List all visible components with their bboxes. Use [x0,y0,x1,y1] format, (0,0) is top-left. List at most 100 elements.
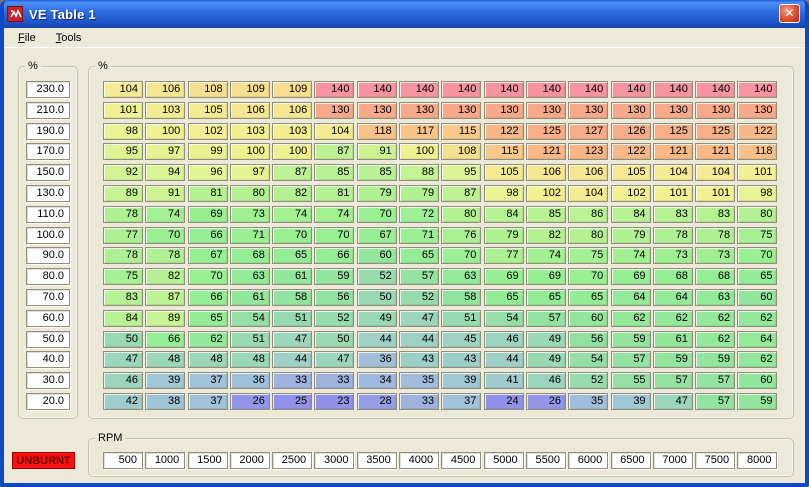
rpm-axis-value[interactable]: 5500 [525,452,566,469]
ve-cell[interactable]: 26 [229,392,270,410]
ve-cell[interactable]: 130 [356,101,397,119]
ve-cell[interactable]: 80 [441,205,482,223]
ve-cell[interactable]: 140 [525,81,566,98]
ve-cell[interactable]: 69 [187,205,228,223]
ve-cell[interactable]: 67 [356,226,397,244]
ve-cell[interactable]: 66 [187,288,228,306]
ve-cell[interactable]: 43 [399,351,440,369]
ve-cell[interactable]: 51 [229,330,270,348]
ve-cell[interactable]: 130 [737,101,778,119]
ve-cell[interactable]: 55 [610,372,651,390]
ve-cell[interactable]: 74 [610,247,651,265]
ve-cell[interactable]: 102 [187,122,228,140]
ve-cell[interactable]: 101 [652,184,693,202]
ve-cell[interactable]: 97 [229,164,270,182]
ve-cell[interactable]: 45 [441,330,482,348]
ve-cell[interactable]: 96 [187,164,228,182]
ve-cell[interactable]: 80 [568,226,609,244]
ve-cell[interactable]: 34 [356,372,397,390]
ve-cell[interactable]: 87 [272,164,313,182]
ve-cell[interactable]: 35 [399,372,440,390]
ve-cell[interactable]: 70 [145,226,186,244]
ve-cell[interactable]: 130 [483,101,524,119]
ve-cell[interactable]: 52 [314,309,355,327]
ve-cell[interactable]: 103 [145,101,186,119]
ve-cell[interactable]: 68 [695,268,736,286]
ve-cell[interactable]: 60 [568,309,609,327]
ve-cell[interactable]: 44 [399,330,440,348]
ve-cell[interactable]: 52 [568,372,609,390]
ve-cell[interactable]: 65 [568,288,609,306]
ve-cell[interactable]: 104 [652,164,693,182]
ve-cell[interactable]: 47 [652,392,693,410]
ve-cell[interactable]: 50 [103,330,143,348]
ve-cell[interactable]: 87 [145,288,186,306]
ve-cell[interactable]: 46 [525,372,566,390]
ve-cell[interactable]: 66 [314,247,355,265]
ve-cell[interactable]: 130 [610,101,651,119]
map-axis-value[interactable]: 50.0 [26,330,70,348]
ve-cell[interactable]: 33 [399,392,440,410]
ve-cell[interactable]: 44 [356,330,397,348]
ve-cell[interactable]: 75 [737,226,778,244]
ve-cell[interactable]: 85 [525,205,566,223]
ve-cell[interactable]: 62 [187,330,228,348]
ve-cell[interactable]: 130 [314,101,355,119]
ve-cell[interactable]: 87 [441,184,482,202]
ve-cell[interactable]: 84 [103,309,143,327]
ve-cell[interactable]: 115 [441,122,482,140]
ve-cell[interactable]: 118 [356,122,397,140]
ve-cell[interactable]: 140 [737,81,778,98]
ve-cell[interactable]: 80 [229,184,270,202]
rpm-axis-value[interactable]: 4000 [399,452,440,469]
ve-cell[interactable]: 59 [652,351,693,369]
ve-cell[interactable]: 74 [314,205,355,223]
ve-cell[interactable]: 54 [568,351,609,369]
ve-cell[interactable]: 104 [314,122,355,140]
ve-cell[interactable]: 95 [103,143,143,161]
ve-cell[interactable]: 77 [483,247,524,265]
ve-cell[interactable]: 130 [695,101,736,119]
ve-cell[interactable]: 101 [737,164,778,182]
ve-cell[interactable]: 67 [187,247,228,265]
ve-cell[interactable]: 79 [356,184,397,202]
ve-cell[interactable]: 105 [483,164,524,182]
ve-cell[interactable]: 140 [399,81,440,98]
ve-cell[interactable]: 65 [187,309,228,327]
ve-cell[interactable]: 98 [103,122,143,140]
map-axis-value[interactable]: 150.0 [26,164,70,182]
ve-cell[interactable]: 106 [229,101,270,119]
ve-cell[interactable]: 54 [483,309,524,327]
ve-cell[interactable]: 44 [483,351,524,369]
ve-cell[interactable]: 71 [399,226,440,244]
ve-cell[interactable]: 37 [187,372,228,390]
ve-cell[interactable]: 39 [145,372,186,390]
ve-cell[interactable]: 63 [229,268,270,286]
ve-cell[interactable]: 44 [272,351,313,369]
ve-cell[interactable]: 121 [695,143,736,161]
ve-cell[interactable]: 99 [187,143,228,161]
map-axis-value[interactable]: 70.0 [26,288,70,306]
ve-cell[interactable]: 57 [695,392,736,410]
ve-cell[interactable]: 74 [145,205,186,223]
ve-cell[interactable]: 64 [652,288,693,306]
ve-cell[interactable]: 103 [272,122,313,140]
ve-cell[interactable]: 70 [272,226,313,244]
ve-cell[interactable]: 60 [356,247,397,265]
ve-cell[interactable]: 62 [737,309,778,327]
ve-cell[interactable]: 86 [568,205,609,223]
ve-cell[interactable]: 78 [103,247,143,265]
ve-cell[interactable]: 79 [610,226,651,244]
ve-cell[interactable]: 63 [695,288,736,306]
ve-cell[interactable]: 52 [356,268,397,286]
ve-cell[interactable]: 121 [652,143,693,161]
ve-cell[interactable]: 104 [695,164,736,182]
ve-cell[interactable]: 61 [652,330,693,348]
map-axis-value[interactable]: 230.0 [26,81,70,98]
ve-cell[interactable]: 79 [483,226,524,244]
ve-cell[interactable]: 58 [272,288,313,306]
ve-cell[interactable]: 39 [441,372,482,390]
ve-cell[interactable]: 109 [272,81,313,98]
ve-cell[interactable]: 47 [314,351,355,369]
ve-cell[interactable]: 122 [483,122,524,140]
